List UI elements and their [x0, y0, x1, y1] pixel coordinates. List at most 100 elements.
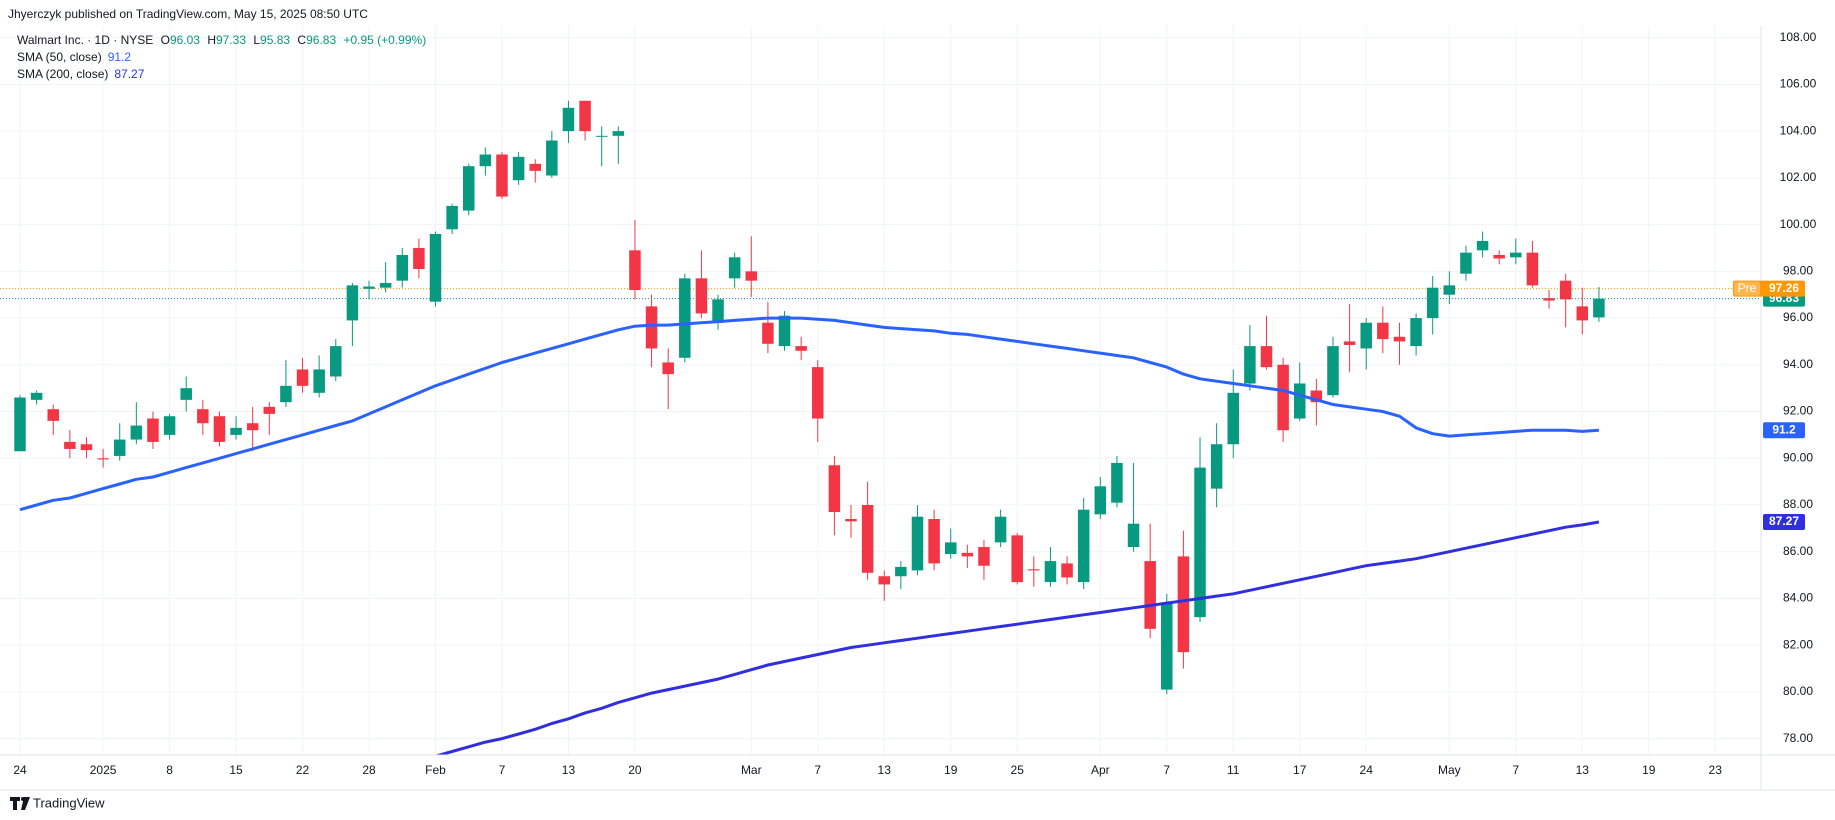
- candle-body: [246, 423, 259, 431]
- candle-body: [1161, 603, 1173, 690]
- candle-body: [845, 519, 857, 522]
- candle-body: [197, 409, 209, 424]
- candle-body: [944, 542, 957, 555]
- candle-body: [795, 346, 807, 351]
- candle-body: [961, 552, 974, 557]
- candle-body: [330, 346, 342, 377]
- sma-tag-bg: [1763, 514, 1805, 531]
- candle-body: [30, 392, 43, 400]
- y-tick-label: 102.00: [1780, 170, 1817, 184]
- candle-body: [1443, 285, 1456, 295]
- candle-body: [97, 458, 109, 460]
- candle-body: [1044, 561, 1057, 583]
- candle-body: [529, 163, 541, 171]
- x-tick-label: 7: [1512, 763, 1519, 777]
- candle-body: [1327, 346, 1339, 396]
- candle-body: [1260, 346, 1273, 368]
- candle-body: [379, 283, 392, 288]
- x-tick-label: 28: [362, 763, 376, 777]
- y-tick-label: 88.00: [1783, 497, 1813, 511]
- legend: Walmart Inc. · 1D · NYSE O96.03 H97.33 L…: [17, 33, 426, 47]
- y-tick-label: 82.00: [1783, 637, 1813, 651]
- candle-body: [1111, 462, 1123, 503]
- candle-body: [778, 315, 791, 347]
- y-tick-label: 90.00: [1783, 450, 1813, 464]
- candle-body: [1559, 280, 1572, 300]
- y-tick-label: 100.00: [1780, 217, 1817, 231]
- legend-label: SMA (50, close): [17, 50, 102, 64]
- ohlc-value: 96.03: [170, 33, 200, 47]
- candle-body: [446, 205, 458, 230]
- candle-body: [462, 166, 475, 211]
- candle-body: [1028, 569, 1040, 571]
- candle-body: [1543, 298, 1555, 301]
- legend-value: 91.2: [108, 50, 132, 64]
- ohlc-value: 95.83: [260, 33, 290, 47]
- ohlc-label: O: [161, 33, 170, 47]
- grid: [0, 26, 1761, 755]
- candle-body: [1293, 383, 1306, 419]
- candle-body: [230, 427, 242, 435]
- y-tick-label: 104.00: [1780, 123, 1817, 137]
- candle-body: [629, 250, 641, 291]
- candle-body: [363, 286, 375, 289]
- candle-body: [1227, 392, 1240, 445]
- legend-item: SMA (50, close) 91.2: [17, 50, 131, 64]
- ohlc-label: C: [297, 33, 306, 47]
- candle-body: [130, 425, 143, 440]
- ohlc-value: 96.83: [306, 33, 336, 47]
- sma-tag: 87.27: [1769, 514, 1799, 528]
- sma-tag: 91.2: [1772, 422, 1796, 436]
- candle-body: [1210, 444, 1223, 489]
- y-tick-label: 108.00: [1780, 30, 1817, 44]
- candle-body: [861, 504, 874, 573]
- candle-body: [1426, 287, 1439, 319]
- candle-body: [978, 547, 990, 566]
- x-tick-label: 15: [229, 763, 243, 777]
- x-tick-label: 20: [628, 763, 642, 777]
- candle-body: [546, 140, 558, 176]
- candle-body: [1177, 556, 1190, 653]
- candle-body: [994, 516, 1007, 543]
- legend-value: 87.27: [114, 67, 144, 81]
- candle-body: [80, 444, 93, 451]
- plot-area: [0, 100, 1761, 755]
- y-tick-label: 94.00: [1783, 357, 1813, 371]
- x-tick-label: 22: [296, 763, 310, 777]
- candle-body: [612, 131, 625, 136]
- candle-body: [911, 516, 924, 571]
- candle-body: [180, 388, 192, 400]
- candle-body: [1360, 322, 1372, 349]
- logo-mark: [10, 797, 30, 810]
- premarket-value: 97.26: [1769, 281, 1799, 295]
- candle-body: [745, 271, 758, 281]
- candle-body: [579, 100, 591, 132]
- candle-body: [1393, 336, 1406, 342]
- candle-body: [1410, 318, 1422, 347]
- sma-tag-bg: [1763, 422, 1805, 439]
- x-tick-label: Feb: [425, 763, 446, 777]
- x-tick-label: 19: [944, 763, 958, 777]
- candle-body: [679, 278, 691, 358]
- candle-body: [895, 566, 907, 577]
- candle-body: [695, 278, 708, 314]
- x-tick-label: 13: [562, 763, 576, 777]
- candle-body: [1127, 523, 1140, 548]
- y-tick-label: 106.00: [1780, 77, 1817, 91]
- x-tick-label: 8: [166, 763, 173, 777]
- candle-body: [213, 416, 226, 442]
- candle-body: [1094, 486, 1107, 515]
- candle-body: [1377, 322, 1389, 340]
- x-tick-label: 13: [878, 763, 892, 777]
- candle-body: [1493, 254, 1505, 259]
- symbol-title: Walmart Inc. · 1D · NYSE: [17, 33, 153, 47]
- candle-body: [1144, 561, 1156, 629]
- sma-line: [19, 316, 1600, 512]
- candle-body: [313, 369, 325, 393]
- x-tick-label: 7: [499, 763, 506, 777]
- premarket-label: Pre: [1738, 281, 1757, 295]
